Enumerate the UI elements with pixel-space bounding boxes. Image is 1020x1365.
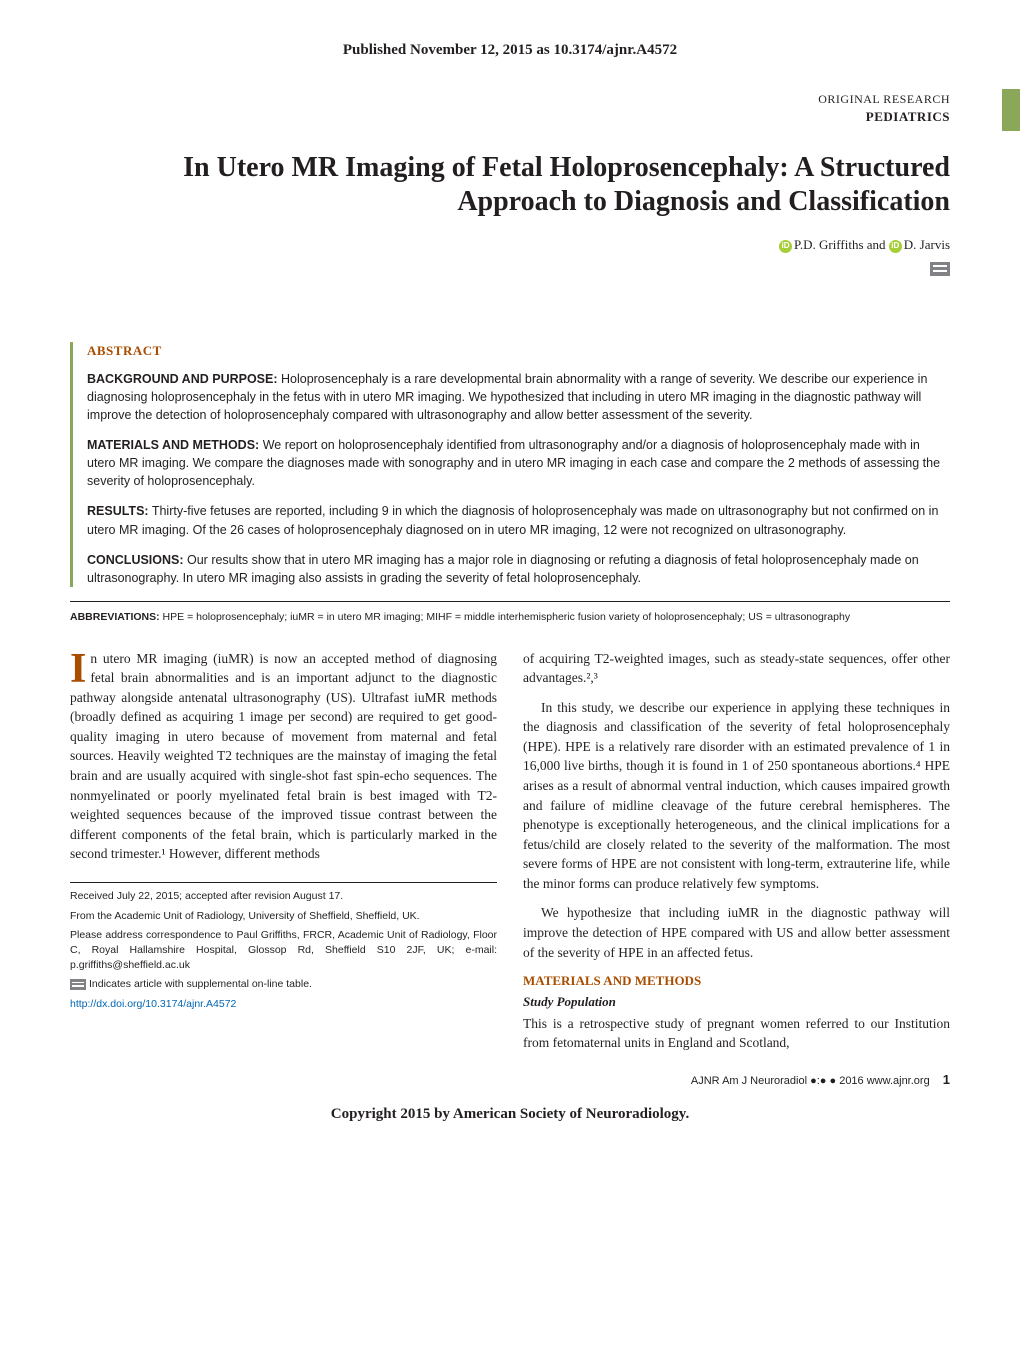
intro-text: n utero MR imaging (iuMR) is now an acce…: [70, 651, 497, 862]
affiliation-line: From the Academic Unit of Radiology, Uni…: [70, 909, 497, 924]
page-footer: AJNR Am J Neuroradiol ●:● ● 2016 www.ajn…: [523, 1071, 950, 1090]
abstract-text: Thirty-five fetuses are reported, includ…: [87, 504, 938, 536]
abbrev-text: HPE = holoprosencephaly; iuMR = in utero…: [160, 611, 850, 623]
abstract-label: MATERIALS AND METHODS:: [87, 438, 259, 452]
supplement-indicator: [70, 262, 950, 281]
abbrev-label: ABBREVIATIONS:: [70, 611, 160, 623]
article-header: ORIGINAL RESEARCH PEDIATRICS: [70, 91, 950, 126]
divider: [70, 601, 950, 602]
author-1: P.D. Griffiths and: [794, 237, 889, 252]
dropcap: I: [70, 649, 90, 688]
document-icon: [930, 262, 950, 276]
prepublished-notice: Published November 12, 2015 as 10.3174/a…: [70, 40, 950, 61]
body-paragraph: of acquiring T2-weighted images, such as…: [523, 649, 950, 688]
body-paragraph: We hypothesize that including iuMR in th…: [523, 903, 950, 962]
subsection-heading: Study Population: [523, 993, 950, 1012]
abstract-label: BACKGROUND AND PURPOSE:: [87, 372, 278, 386]
abstract-heading: ABSTRACT: [87, 342, 950, 360]
author-2: D. Jarvis: [904, 237, 950, 252]
received-line: Received July 22, 2015; accepted after r…: [70, 889, 497, 904]
supplement-line: Indicates article with supplemental on-l…: [70, 977, 497, 992]
abstract-conclusions: CONCLUSIONS: Our results show that in ut…: [87, 551, 950, 587]
abstract-block: ABSTRACT BACKGROUND AND PURPOSE: Holopro…: [70, 342, 950, 587]
abstract-label: CONCLUSIONS:: [87, 553, 184, 567]
authors-line: P.D. Griffiths and D. Jarvis: [70, 236, 950, 254]
orcid-icon[interactable]: [889, 240, 902, 253]
intro-paragraph: In utero MR imaging (iuMR) is now an acc…: [70, 649, 497, 864]
article-title: In Utero MR Imaging of Fetal Holoprosenc…: [70, 151, 950, 218]
abbreviations: ABBREVIATIONS: HPE = holoprosencephaly; …: [70, 610, 950, 625]
doi-line: http://dx.doi.org/10.3174/ajnr.A4572: [70, 997, 497, 1012]
abstract-label: RESULTS:: [87, 504, 149, 518]
section-heading: MATERIALS AND METHODS: [523, 972, 950, 991]
accent-bar: [1002, 89, 1020, 131]
document-icon: [70, 979, 86, 990]
body-columns: In utero MR imaging (iuMR) is now an acc…: [70, 649, 950, 1090]
abstract-background: BACKGROUND AND PURPOSE: Holoprosencephal…: [87, 370, 950, 424]
left-column: In utero MR imaging (iuMR) is now an acc…: [70, 649, 497, 1090]
journal-ref: AJNR Am J Neuroradiol ●:● ● 2016 www.ajn…: [691, 1075, 930, 1087]
copyright-notice: Copyright 2015 by American Society of Ne…: [70, 1104, 950, 1125]
supplement-text: Indicates article with supplemental on-l…: [89, 978, 312, 990]
correspondence-line: Please address correspondence to Paul Gr…: [70, 928, 497, 972]
orcid-icon[interactable]: [779, 240, 792, 253]
category-label: ORIGINAL RESEARCH: [70, 91, 950, 108]
right-column: of acquiring T2-weighted images, such as…: [523, 649, 950, 1090]
body-paragraph: In this study, we describe our experienc…: [523, 698, 950, 894]
footnotes: Received July 22, 2015; accepted after r…: [70, 882, 497, 1012]
page-number: 1: [943, 1072, 950, 1087]
abstract-results: RESULTS: Thirty-five fetuses are reporte…: [87, 502, 950, 538]
section-label: PEDIATRICS: [70, 108, 950, 126]
body-paragraph: This is a retrospective study of pregnan…: [523, 1014, 950, 1053]
abstract-text: Our results show that in utero MR imagin…: [87, 553, 919, 585]
doi-link[interactable]: http://dx.doi.org/10.3174/ajnr.A4572: [70, 998, 236, 1010]
abstract-methods: MATERIALS AND METHODS: We report on holo…: [87, 436, 950, 490]
